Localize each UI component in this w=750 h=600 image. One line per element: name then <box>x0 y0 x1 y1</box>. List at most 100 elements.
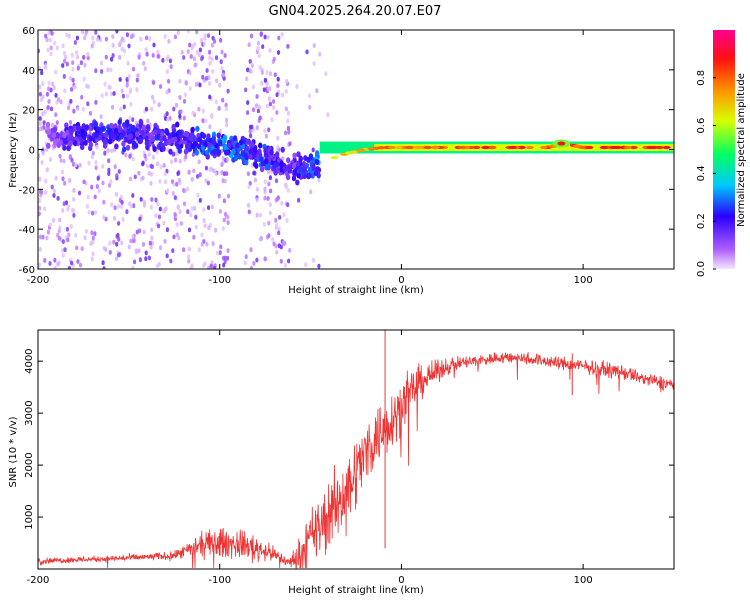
spectrogram-noise-blob <box>128 115 132 121</box>
spectrogram-noise-blob <box>121 217 125 222</box>
spectrogram-ridge-blob <box>175 121 180 128</box>
spectrogram-noise-blob <box>144 106 149 112</box>
spectrogram-noise-blob <box>111 42 115 48</box>
spectrogram-noise-blob <box>172 106 176 112</box>
colorbar-tick-label: 0.0 <box>696 261 707 277</box>
spectrogram-ridge-blob <box>145 124 151 130</box>
spectrogram-noise-blob <box>41 234 45 240</box>
spectrogram-noise-blob <box>183 92 188 98</box>
spectrogram-ridge-blob <box>231 148 236 155</box>
spectrogram-ridge-blob <box>311 164 316 171</box>
spectrogram-noise-blob <box>157 102 161 108</box>
spectrogram-noise-blob <box>203 223 207 229</box>
spectrogram-noise-blob <box>66 237 70 243</box>
spectrogram-noise-blob <box>93 194 97 200</box>
spectrogram-ridge-blob <box>195 125 200 132</box>
spectrogram-noise-blob <box>67 232 71 238</box>
spectrogram-noise-blob <box>125 209 129 215</box>
spectrogram-ridge-blob <box>62 144 67 151</box>
spectrogram-noise-blob <box>83 235 87 241</box>
spectrogram-noise-blob <box>80 246 84 252</box>
spectrogram-noise-blob <box>104 54 108 60</box>
spectrogram-ridge-blob <box>144 140 150 147</box>
snr-ticks: -200 -100 0 100 1000 2000 3000 4000 <box>24 330 674 586</box>
spectrogram-noise-blob <box>95 184 99 189</box>
spectrogram-noise-blob <box>274 243 278 249</box>
spectrogram-noise-blob <box>281 92 285 98</box>
spectrogram-noise-blob <box>192 234 196 240</box>
spectrogram-band-core <box>357 148 365 152</box>
spectrogram-ridge-blob <box>131 125 136 132</box>
spectrogram-noise-blob <box>198 198 202 203</box>
spectrogram-noise-blob <box>133 174 137 180</box>
spectrogram-ridge-blob <box>222 134 228 141</box>
spectrogram-noise-blob <box>38 116 42 121</box>
spectrogram-ridge-blob <box>138 137 144 144</box>
spectrogram-noise-blob <box>39 97 43 103</box>
spectrogram-noise-blob <box>212 168 216 174</box>
spectrogram-noise-blob <box>225 117 229 123</box>
spectrogram-noise-blob <box>278 215 282 220</box>
spectrogram-noise-blob <box>38 262 41 268</box>
spectrogram-noise-blob <box>51 81 55 87</box>
spectrogram-noise-blob <box>268 48 272 53</box>
spectrogram-noise-blob <box>126 93 130 99</box>
spectrogram-noise-blob <box>100 93 104 99</box>
spectrogram-noise-blob <box>44 190 48 195</box>
spectrogram-ridge-blob <box>51 132 57 139</box>
spectrogram-noise-blob <box>64 54 68 60</box>
spectrogram-noise-blob <box>197 159 201 165</box>
spectrogram-y-label: Frequency (Hz) <box>8 112 19 188</box>
spectrogram-noise-blob <box>107 183 112 188</box>
spectrogram-noise-blob <box>44 63 48 68</box>
spectrogram-noise-blob <box>266 34 270 40</box>
spectrogram-noise-blob <box>151 53 155 58</box>
spectrogram-noise-blob <box>40 190 44 195</box>
spectrogram-noise-blob <box>198 82 202 88</box>
spectrogram-noise-blob <box>247 184 251 190</box>
spectrogram-noise-blob <box>279 244 283 250</box>
colorbar-ticks: 0.0 0.2 0.4 0.6 0.8 <box>696 70 716 277</box>
spectrogram-ridge-blob <box>298 166 303 173</box>
spectrogram-noise-blob <box>256 40 261 46</box>
spectrogram-ridge-blob <box>46 128 51 135</box>
spectrogram-noise-blob <box>223 255 227 261</box>
spectrogram-noise-blob <box>43 109 47 115</box>
spectrogram-noise-blob <box>139 36 143 42</box>
spectrogram-noise-blob <box>198 172 202 178</box>
spectrogram-noise-blob <box>143 153 147 159</box>
spectrogram-noise-blob <box>169 258 173 264</box>
spectrogram-noise-blob <box>204 118 208 124</box>
spectrogram-ridge-blob <box>313 170 319 177</box>
spectrogram-noise-blob <box>53 257 57 263</box>
spectrogram-noise-blob <box>260 70 264 75</box>
spectrogram-noise-blob <box>55 45 59 51</box>
spectrogram-noise-blob <box>72 187 76 193</box>
spectrogram-noise-blob <box>127 43 131 49</box>
spectrogram-noise-blob <box>184 80 188 86</box>
spectrogram-ridge-blob <box>235 142 240 149</box>
spectrogram-noise-blob <box>91 150 95 156</box>
spectrogram-noise-blob <box>120 36 124 42</box>
spectrogram-noise-blob <box>38 198 42 204</box>
spectrogram-band-core <box>330 155 339 160</box>
spectrogram-ridge-blob <box>296 172 301 179</box>
spectrogram-noise-blob <box>61 176 65 182</box>
spectrogram-noise-blob <box>41 150 45 156</box>
spectrogram-noise-blob <box>99 60 104 66</box>
spectrogram-noise-blob <box>167 78 171 84</box>
spectrogram-noise-blob <box>150 164 154 170</box>
spectrogram-noise-blob <box>90 256 94 262</box>
spectrogram-noise-blob <box>268 101 272 107</box>
spectrogram-noise-blob <box>272 105 276 110</box>
spectrogram-ridge-blob <box>308 153 314 160</box>
spectrogram-noise-blob <box>154 213 158 219</box>
spectrogram-noise-blob <box>152 99 156 105</box>
spectrogram-noise-blob <box>249 265 253 269</box>
spectrogram-noise-blob <box>162 163 166 168</box>
spectrogram-noise-blob <box>272 99 276 104</box>
spectrogram-noise-blob <box>50 122 55 128</box>
spectrogram-noise-blob <box>210 204 214 210</box>
spectrogram-noise-blob <box>267 169 271 175</box>
spectrogram-noise-blob <box>248 128 252 134</box>
